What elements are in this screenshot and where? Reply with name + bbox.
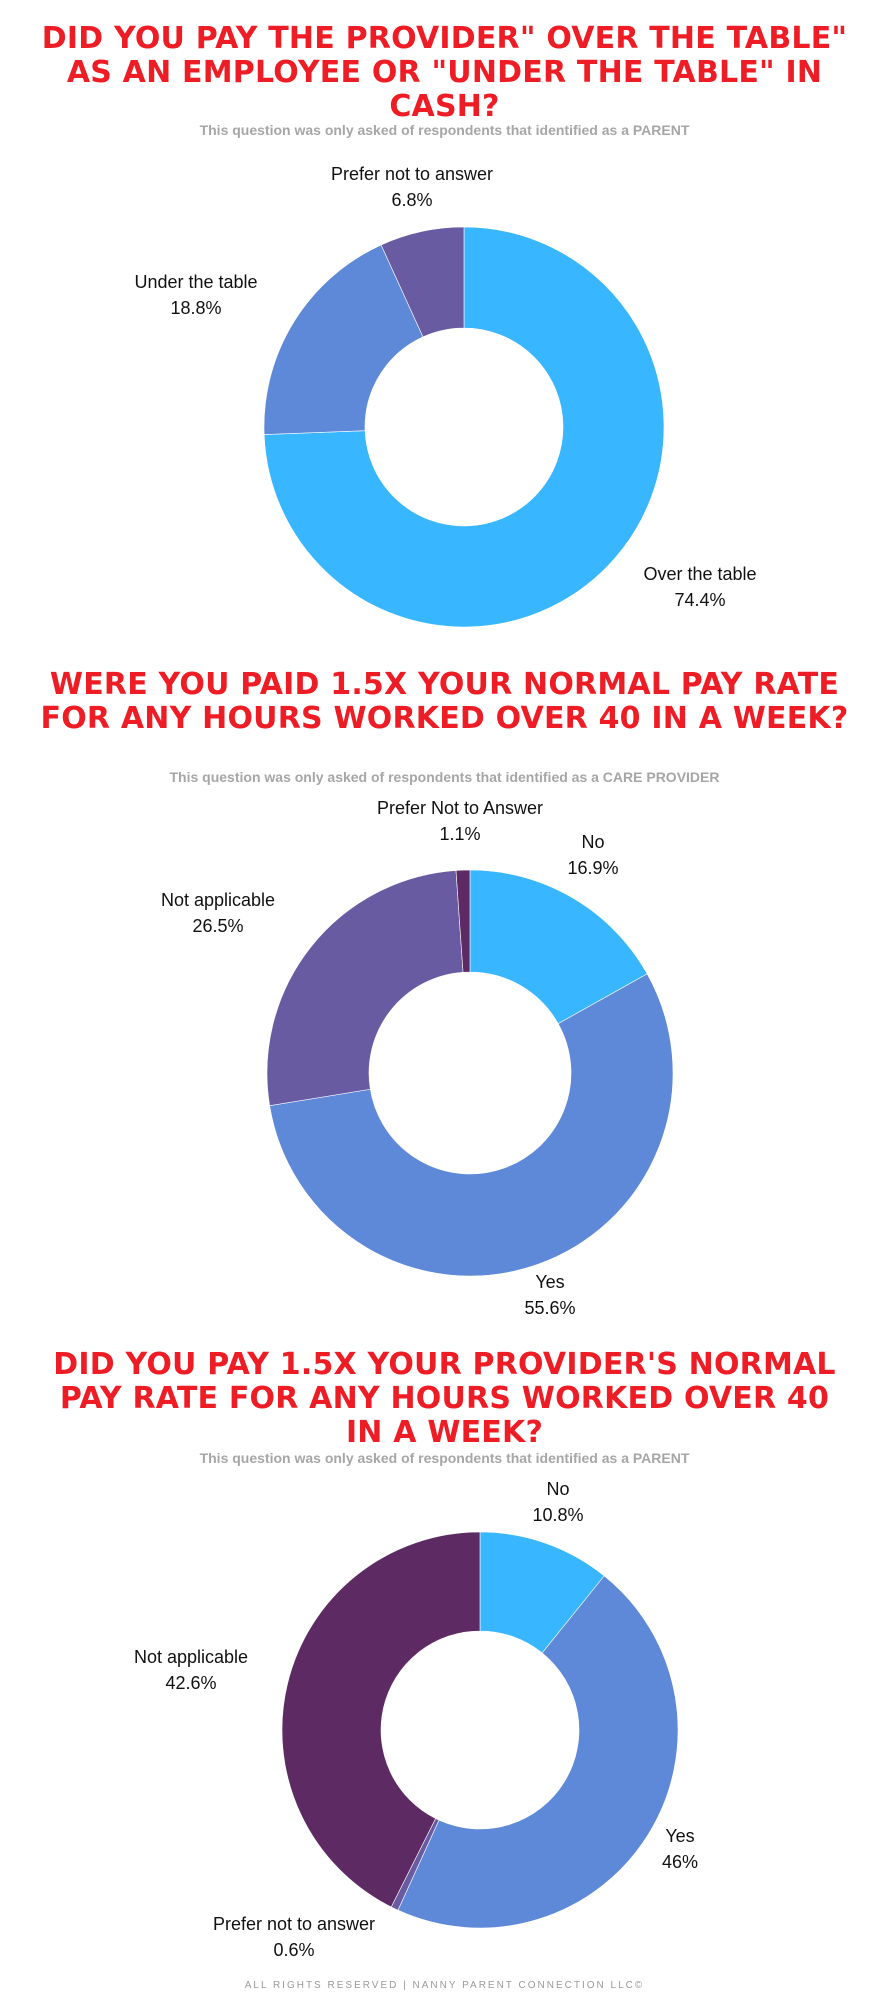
slice-value-label: 42.6%: [165, 1673, 216, 1693]
slice-label: Not applicable: [134, 1647, 248, 1667]
slice-value-label: 1.1%: [439, 824, 480, 844]
slice-label: Yes: [535, 1272, 564, 1292]
slice-prefer-not-to-answer: [455, 869, 471, 973]
slice-value-label: 18.8%: [170, 298, 221, 318]
slice-value-label: 55.6%: [524, 1298, 575, 1318]
slice-label: Yes: [665, 1826, 694, 1846]
slice-not-applicable: [266, 870, 464, 1107]
slice-yes: [269, 973, 674, 1277]
slice-label: Over the table: [643, 564, 756, 584]
slice-value-label: 16.9%: [567, 858, 618, 878]
chart-subtitle: This question was only asked of responde…: [169, 769, 720, 785]
slice-label: Not applicable: [161, 890, 275, 910]
chart-title: DID YOU PAY THE PROVIDER" OVER THE TABLE…: [41, 21, 848, 124]
slice-over-the-table: [263, 226, 665, 628]
slice-label: Prefer not to answer: [331, 164, 493, 184]
chart-subtitle: This question was only asked of responde…: [199, 122, 690, 138]
slice-value-label: 46%: [662, 1852, 698, 1872]
slice-label: Prefer Not to Answer: [377, 798, 543, 818]
slice-label: No: [581, 832, 604, 852]
slice-not-applicable: [281, 1531, 481, 1908]
chart-subtitle: This question was only asked of responde…: [199, 1450, 690, 1466]
slice-value-label: 10.8%: [532, 1505, 583, 1525]
slice-under-the-table: [263, 244, 424, 435]
slice-value-label: 74.4%: [674, 590, 725, 610]
slice-label: No: [546, 1479, 569, 1499]
chart-title: DID YOU PAY 1.5X YOUR PROVIDER'S NORMAL …: [53, 1347, 836, 1450]
slice-label: Under the table: [134, 272, 257, 292]
chart-title: WERE YOU PAID 1.5X YOUR NORMAL PAY RATE …: [40, 667, 849, 736]
slice-prefer-not-to-answer: [380, 226, 465, 338]
donut-chart-1: Over the table 74.4% Under the table 18.8% P…: [134, 164, 757, 628]
slice-no: [469, 869, 648, 1025]
footer-copyright: ALL RIGHTS RESERVED | NANNY PARENT CONNE…: [244, 1980, 645, 1991]
slice-value-label: 0.6%: [273, 1940, 314, 1960]
slice-yes: [397, 1575, 679, 1929]
slice-value-label: 26.5%: [192, 916, 243, 936]
slice-label: Prefer not to answer: [213, 1914, 375, 1934]
donut-chart-2: No 16.9% Yes 55.6% Not applicable 26.5% Prefer…: [161, 798, 674, 1318]
slice-value-label: 6.8%: [391, 190, 432, 210]
